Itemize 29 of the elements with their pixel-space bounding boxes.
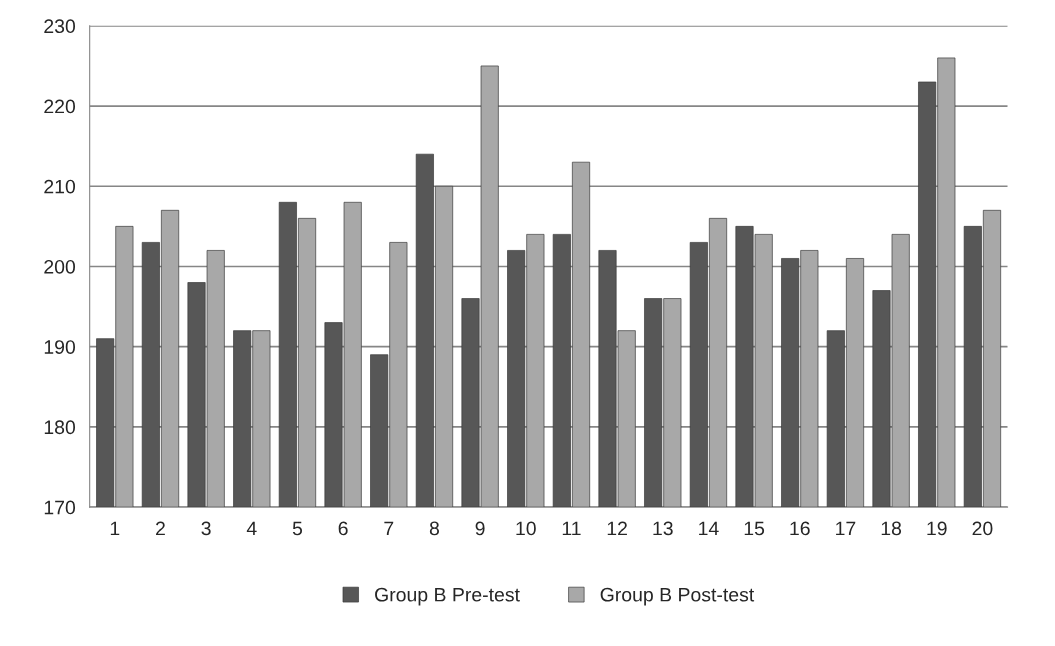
- x-tick-label: 20: [972, 521, 993, 536]
- y-tick-label: 200: [44, 259, 76, 274]
- x-tick-label: 1: [110, 521, 120, 536]
- x-tick-label: 6: [338, 521, 348, 536]
- x-tick-label: 7: [384, 521, 394, 536]
- x-tick-label: 16: [790, 521, 810, 536]
- y-tick-label: 220: [44, 99, 76, 114]
- x-tick-label: 9: [475, 521, 485, 536]
- x-tick-label: 5: [292, 521, 303, 536]
- x-tick-label: 2: [156, 521, 165, 536]
- x-tick-label: 18: [881, 521, 902, 536]
- y-tick-label: 170: [44, 500, 76, 515]
- y-tick-label: 180: [44, 420, 76, 435]
- y-tick-label: 230: [44, 19, 76, 34]
- x-tick-label: 19: [927, 521, 947, 536]
- x-tick-label: 10: [516, 521, 536, 536]
- x-tick-label: 17: [836, 521, 856, 536]
- x-tick-label: 11: [562, 521, 581, 536]
- legend-label: Group B Post-test: [600, 587, 755, 606]
- x-tick-label: 4: [246, 521, 257, 536]
- legend-label: Group B Pre-test: [375, 587, 520, 606]
- y-tick-label: 210: [44, 179, 76, 194]
- x-tick-label: 8: [429, 521, 439, 536]
- x-tick-label: 14: [699, 521, 719, 536]
- y-tick-label: 190: [44, 340, 76, 354]
- x-tick-label: 12: [607, 521, 627, 536]
- x-tick-label: 15: [744, 521, 765, 536]
- x-tick-label: 13: [653, 521, 673, 536]
- x-tick-label: 3: [201, 521, 211, 536]
